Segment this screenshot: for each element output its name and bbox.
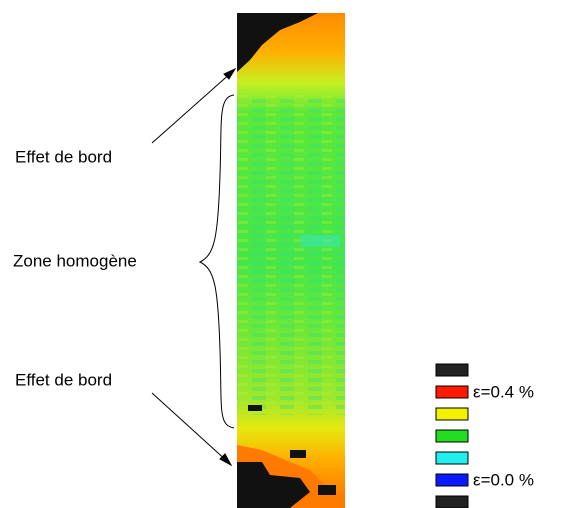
annotations <box>151 67 237 467</box>
arrow <box>151 392 229 463</box>
legend-label: ε=0.4 % <box>473 382 534 401</box>
annotation-label: Effet de bord <box>15 370 112 389</box>
legend: ε=0.4 % ε=0.0 % <box>435 363 534 508</box>
brace <box>198 94 235 429</box>
strain-map <box>237 13 345 508</box>
legend-swatch <box>435 385 469 399</box>
legend-swatch <box>435 473 469 487</box>
legend-label: ε=0.0 % <box>473 470 534 489</box>
legend-swatch <box>435 363 469 377</box>
legend-swatch <box>435 429 469 443</box>
annotation-label: Effet de bord <box>15 147 112 166</box>
legend-swatch <box>435 451 469 465</box>
legend-swatch <box>435 407 469 421</box>
annotation-label: Zone homogène <box>13 251 137 270</box>
arrow-head <box>219 453 233 467</box>
legend-swatch <box>435 495 469 508</box>
arrow <box>151 71 233 144</box>
arrow-head <box>223 67 237 80</box>
